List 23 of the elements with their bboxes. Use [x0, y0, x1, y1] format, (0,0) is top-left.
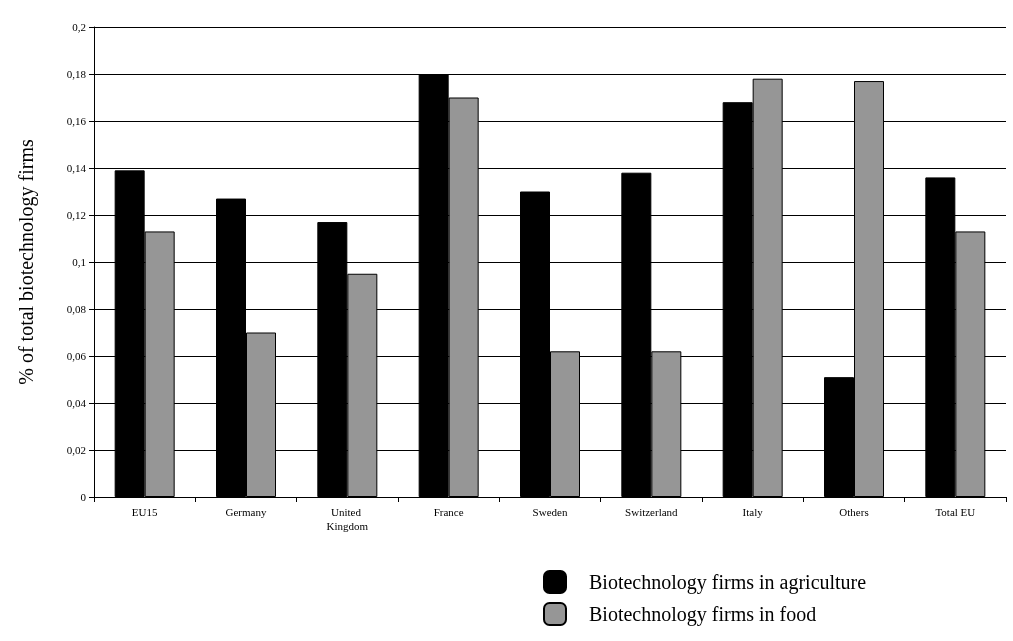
- y-tick-label: 0: [80, 491, 87, 503]
- x-tick-label: United Kingdom: [326, 506, 369, 532]
- y-tick-label: 0,14: [66, 162, 87, 174]
- x-tick-label: Total EU: [935, 506, 976, 518]
- y-tick-label: 0,04: [66, 397, 87, 409]
- y-tick-label: 0,2: [72, 21, 86, 33]
- x-tick-label: EU15: [131, 506, 158, 518]
- legend-label: Biotechnology firms in agriculture: [589, 571, 867, 594]
- x-tick-label: Italy: [742, 506, 764, 518]
- y-tick-label: 0,1: [72, 256, 86, 268]
- y-tick-label: 0,16: [66, 115, 87, 127]
- x-tick-label: France: [433, 506, 464, 518]
- legend-label: Biotechnology firms in food: [589, 603, 817, 626]
- x-tick-label: Others: [839, 506, 869, 518]
- y-tick-label: 0,06: [66, 350, 87, 362]
- x-tick-label: Sweden: [532, 506, 568, 518]
- y-axis-title: % of total biotechnology firms: [15, 139, 38, 385]
- x-tick-label: Switzerland: [625, 506, 679, 518]
- y-tick-label: 0,02: [66, 444, 86, 456]
- y-tick-label: 0,18: [66, 68, 87, 80]
- y-tick-label: 0,08: [66, 303, 87, 315]
- x-tick-label: Germany: [225, 506, 267, 518]
- y-tick-label: 0,12: [66, 209, 86, 221]
